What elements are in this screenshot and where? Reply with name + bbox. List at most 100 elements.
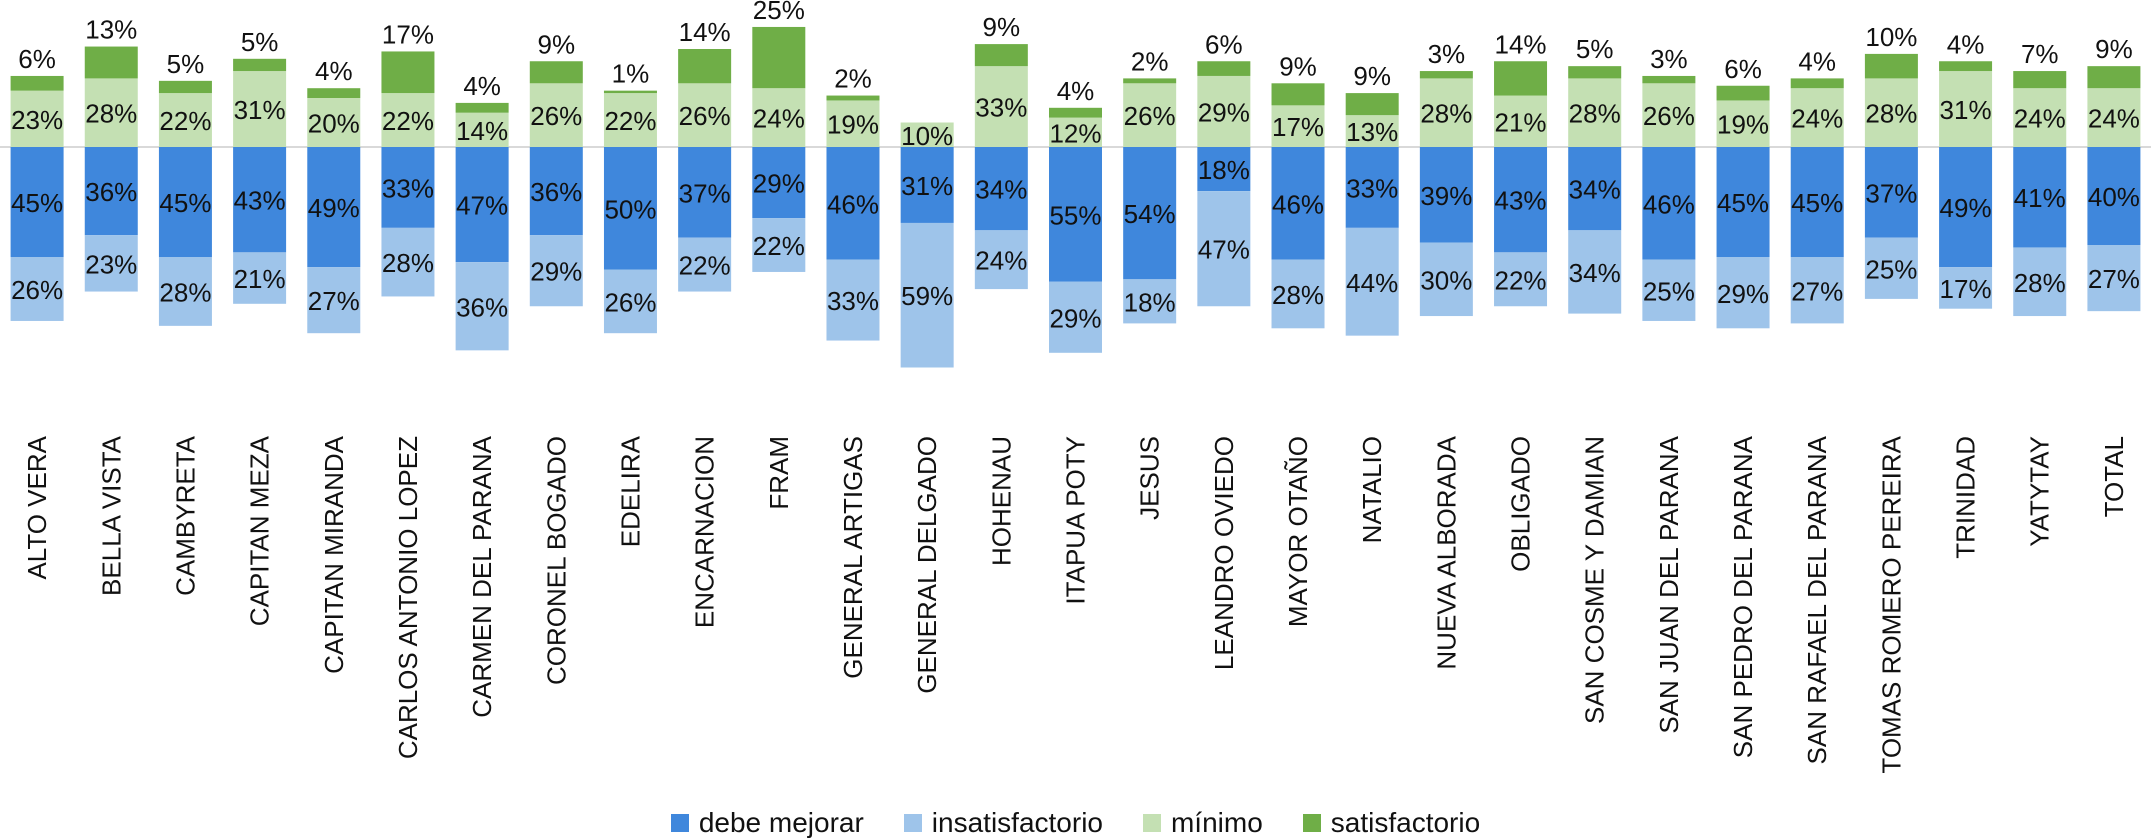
bar-debe-mejorar-alto-vera — [10, 147, 64, 258]
category-label-san-pedro-del-parana: SAN PEDRO DEL PARANA — [1728, 435, 1758, 758]
data-label-minimo-obligado: 21% — [1495, 107, 1547, 137]
bar-group-general-artigas: 46% 33% 19% 2% — [826, 64, 880, 341]
data-label-satisfactorio-edelira: 1% — [612, 59, 650, 89]
bar-debe-mejorar-total — [2087, 147, 2141, 245]
data-label-debe-mejorar-san-cosme-y-damian: 34% — [1569, 175, 1621, 205]
data-label-insatisfactorio-mayor-otano: 28% — [1272, 280, 1324, 310]
bar-insatisfactorio-obligado — [1494, 252, 1548, 307]
data-label-minimo-encarnacion: 26% — [679, 101, 731, 131]
bar-insatisfactorio-mayor-otano — [1271, 259, 1325, 329]
bar-group-carlos-antonio-lopez: 33% 28% 22% 17% — [381, 19, 435, 297]
bar-debe-mejorar-capitan-meza — [233, 147, 287, 253]
category-label-san-cosme-y-damian: SAN COSME Y DAMIAN — [1580, 436, 1610, 724]
data-label-debe-mejorar-nueva-alborada: 39% — [1420, 181, 1472, 211]
bar-debe-mejorar-san-pedro-del-parana — [1716, 147, 1770, 258]
category-label-alto-vera: ALTO VERA — [22, 435, 52, 579]
bar-minimo-trinidad — [1939, 71, 1993, 147]
bar-group-edelira: 50% 26% 22% 1% — [603, 59, 657, 334]
chart-legend: debe mejorar insatisfactorio mínimo satisfa… — [0, 806, 2151, 840]
bar-insatisfactorio-san-rafael-del-parana — [1790, 257, 1844, 324]
data-label-insatisfactorio-coronel-bogado: 29% — [530, 257, 582, 287]
data-label-insatisfactorio-fram: 22% — [753, 231, 805, 261]
bar-group-mayor-otano: 46% 28% 17% 9% — [1271, 51, 1325, 329]
data-label-insatisfactorio-tomas-romero-pereira: 25% — [1865, 254, 1917, 284]
data-label-satisfactorio-fram: 25% — [753, 0, 805, 25]
bar-debe-mejorar-trinidad — [1939, 147, 1993, 268]
data-label-minimo-bella-vista: 28% — [85, 99, 137, 129]
data-label-satisfactorio-yatytay: 7% — [2021, 39, 2059, 69]
bar-group-capitan-miranda: 49% 27% 20% 4% — [307, 56, 361, 334]
data-label-satisfactorio-coronel-bogado: 9% — [538, 29, 576, 59]
category-label-capitan-meza: CAPITAN MEZA — [245, 435, 275, 626]
bar-group-tomas-romero-pereira: 37% 25% 28% 10% — [1864, 22, 1918, 299]
data-label-minimo-general-delgado: 10% — [901, 121, 953, 151]
data-label-debe-mejorar-fram: 29% — [753, 169, 805, 199]
data-label-minimo-nueva-alborada: 28% — [1420, 99, 1472, 129]
bar-insatisfactorio-coronel-bogado — [529, 235, 583, 307]
bar-insatisfactorio-leandro-oviedo — [1197, 191, 1251, 307]
category-label-carlos-antonio-lopez: CARLOS ANTONIO LOPEZ — [393, 436, 423, 759]
data-label-minimo-cambyreta: 22% — [159, 106, 211, 136]
data-label-insatisfactorio-jesus: 18% — [1124, 287, 1176, 317]
data-label-minimo-natalio: 13% — [1346, 117, 1398, 147]
bar-satisfactorio-nueva-alborada — [1419, 71, 1473, 79]
legend-label-insatisfactorio: insatisfactorio — [931, 807, 1103, 838]
bar-insatisfactorio-capitan-miranda — [307, 267, 361, 334]
bar-group-alto-vera: 45% 26% 23% 6% — [10, 44, 64, 321]
bar-insatisfactorio-general-delgado — [900, 222, 954, 368]
bar-debe-mejorar-mayor-otano — [1271, 147, 1325, 260]
data-label-minimo-tomas-romero-pereira: 28% — [1865, 99, 1917, 129]
bar-group-capitan-meza: 43% 21% 31% 5% — [233, 27, 287, 304]
data-label-insatisfactorio-alto-vera: 26% — [11, 275, 63, 305]
data-label-debe-mejorar-general-artigas: 46% — [827, 189, 879, 219]
bar-satisfactorio-trinidad — [1939, 61, 1993, 72]
data-label-insatisfactorio-natalio: 44% — [1346, 268, 1398, 298]
bar-minimo-natalio — [1345, 115, 1399, 147]
data-label-satisfactorio-total: 9% — [2095, 34, 2133, 64]
data-label-satisfactorio-trinidad: 4% — [1947, 29, 1985, 59]
bar-insatisfactorio-edelira — [603, 269, 657, 334]
bar-minimo-jesus — [1123, 83, 1177, 147]
data-label-insatisfactorio-total: 27% — [2088, 264, 2140, 294]
data-label-satisfactorio-encarnacion: 14% — [679, 17, 731, 47]
data-label-satisfactorio-itapua-poty: 4% — [1057, 76, 1095, 106]
category-label-hohenau: HOHENAU — [986, 436, 1016, 566]
legend-label-minimo: mínimo — [1170, 807, 1263, 838]
bar-minimo-yatytay — [2013, 88, 2067, 147]
bar-minimo-coronel-bogado — [529, 83, 583, 147]
category-label-mayor-otano: MAYOR OTAÑO — [1283, 436, 1313, 627]
bar-debe-mejorar-natalio — [1345, 147, 1399, 228]
data-label-insatisfactorio-general-delgado: 59% — [901, 281, 953, 311]
bar-satisfactorio-leandro-oviedo — [1197, 61, 1251, 76]
data-label-satisfactorio-capitan-miranda: 4% — [315, 56, 353, 86]
bar-group-san-pedro-del-parana: 45% 29% 19% 6% — [1716, 54, 1770, 329]
bar-satisfactorio-edelira — [603, 90, 657, 94]
data-label-debe-mejorar-alto-vera: 45% — [11, 188, 63, 218]
bar-group-fram: 29% 22% 24% 25% — [752, 0, 806, 272]
bar-satisfactorio-mayor-otano — [1271, 83, 1325, 106]
bar-insatisfactorio-encarnacion — [678, 237, 732, 292]
data-label-minimo-itapua-poty: 12% — [1049, 118, 1101, 148]
bar-group-natalio: 33% 44% 13% 9% — [1345, 61, 1399, 336]
data-label-insatisfactorio-cambyreta: 28% — [159, 278, 211, 308]
data-label-satisfactorio-san-pedro-del-parana: 6% — [1724, 54, 1762, 84]
bar-satisfactorio-fram — [752, 26, 806, 89]
data-label-debe-mejorar-natalio: 33% — [1346, 173, 1398, 203]
data-label-insatisfactorio-obligado: 22% — [1495, 265, 1547, 295]
bar-minimo-bella-vista — [84, 78, 138, 147]
bar-satisfactorio-san-juan-del-parana — [1642, 75, 1696, 84]
data-label-debe-mejorar-san-juan-del-parana: 46% — [1643, 189, 1695, 219]
bar-minimo-hohenau — [974, 66, 1028, 147]
data-label-insatisfactorio-carmen-del-parana: 36% — [456, 292, 508, 322]
bar-group-total: 40% 27% 24% 9% — [2087, 34, 2141, 312]
data-label-satisfactorio-hohenau: 9% — [983, 12, 1021, 42]
data-label-debe-mejorar-capitan-meza: 43% — [234, 186, 286, 216]
bar-minimo-cambyreta — [158, 93, 212, 147]
bar-satisfactorio-bella-vista — [84, 46, 138, 79]
category-label-san-rafael-del-parana: SAN RAFAEL DEL PARANA — [1802, 435, 1832, 764]
bar-insatisfactorio-total — [2087, 245, 2141, 312]
data-label-debe-mejorar-leandro-oviedo: 18% — [1198, 155, 1250, 185]
category-label-nueva-alborada: NUEVA ALBORADA — [1431, 435, 1461, 669]
data-label-insatisfactorio-encarnacion: 22% — [679, 251, 731, 281]
bar-satisfactorio-natalio — [1345, 93, 1399, 116]
